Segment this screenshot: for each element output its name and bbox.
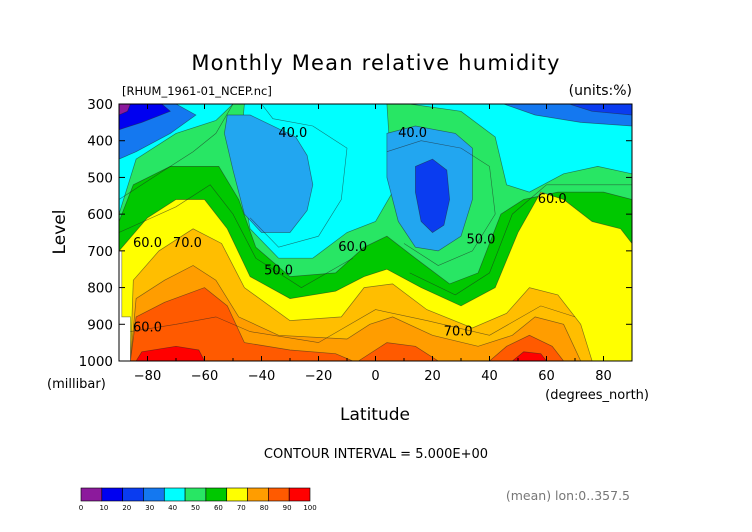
colorbar-tick-label: 10	[99, 504, 108, 512]
contour-label: 60.0	[338, 240, 367, 255]
contour-label: 50.0	[264, 264, 293, 279]
colorbar-tick-label: 0	[79, 504, 83, 512]
band-red-1	[135, 345, 205, 361]
contour-line	[249, 104, 348, 248]
y-tick-label: 1000	[79, 354, 113, 370]
y-tick-label: 900	[87, 317, 113, 333]
colorbar-swatch	[288, 487, 311, 502]
contour-label: 40.0	[398, 126, 427, 141]
contour-line	[119, 104, 234, 200]
y-tick-label: 600	[87, 207, 113, 223]
band-red-orange-3	[488, 334, 565, 361]
y-tick-label: 500	[87, 170, 113, 186]
colorbar-tick-label: 20	[122, 504, 131, 512]
y-axis-label: Level	[50, 210, 70, 255]
band-red-2	[511, 351, 547, 361]
colorbar-tick-label: 100	[303, 504, 316, 512]
colorbar-tick-label: 90	[283, 504, 292, 512]
contour-line	[119, 184, 353, 288]
x-tick-label: −20	[305, 369, 332, 384]
band-orange	[130, 265, 582, 361]
contour-fill-layer	[119, 104, 632, 361]
chart-title: Monthly Mean relative humidity	[191, 51, 560, 75]
y-unit-label: (millibar)	[47, 377, 106, 392]
contour-label: 50.0	[466, 233, 495, 248]
x-tick-label: 80	[595, 369, 612, 384]
band-red-orange	[130, 287, 353, 361]
colorbar-swatch	[101, 487, 123, 502]
contour-label: 70.0	[173, 236, 202, 251]
colorbar: 0 10 20 30 40 50 60 70 80 90 100	[79, 487, 317, 512]
colorbar-swatch	[247, 487, 269, 502]
colorbar-tick-label: 50	[191, 504, 200, 512]
colorbar-tick-label: 60	[214, 504, 223, 512]
colorbar-swatch	[80, 487, 103, 502]
band-blue-core	[415, 158, 450, 233]
colorbar-tick-label: 70	[237, 504, 246, 512]
colorbar-swatch	[184, 487, 207, 502]
band-ne-blue	[569, 104, 632, 116]
contour-line	[130, 305, 576, 343]
colorbar-swatch	[143, 487, 165, 502]
x-tick-label: −80	[134, 369, 161, 384]
footer-note: (mean) lon:0..357.5	[506, 488, 630, 503]
contour-label: 60.0	[538, 192, 567, 207]
contour-label: 60.0	[133, 321, 162, 336]
colorbar-swatch	[163, 487, 186, 502]
contour-label: 40.0	[278, 126, 307, 141]
colorbar-tick-label: 40	[168, 504, 177, 512]
units-label: (units:%)	[569, 83, 632, 99]
x-tick-label: 0	[371, 369, 379, 384]
contour-line	[386, 140, 496, 266]
colorbar-swatch	[122, 487, 144, 502]
x-tick-label: −60	[191, 369, 218, 384]
colorbar-tick-label: 80	[260, 504, 269, 512]
y-tick-label: 700	[87, 244, 113, 260]
x-tick-label: 20	[424, 369, 441, 384]
contour-line	[409, 184, 632, 296]
y-tick-label: 800	[87, 281, 113, 297]
source-label: [RHUM_1961-01_NCEP.nc]	[122, 84, 272, 98]
colorbar-swatch	[268, 487, 290, 502]
x-unit-label: (degrees_north)	[545, 388, 649, 403]
y-tick-label: 400	[87, 134, 113, 150]
colorbar-tick-label: 30	[145, 504, 154, 512]
contour-label-layer: 40.0 40.0 60.0 60.0 70.0 60.0 50.0 50.0 60.0 70.0	[133, 126, 567, 339]
colorbar-swatch	[226, 487, 248, 502]
y-tick-label: 300	[87, 97, 113, 113]
contour-label: 70.0	[444, 324, 473, 339]
band-sky-left	[224, 114, 314, 233]
band-purple	[119, 104, 131, 116]
contour-interval-text: CONTOUR INTERVAL = 5.000E+00	[264, 447, 488, 462]
colorbar-swatch	[205, 487, 228, 502]
x-tick-label: 60	[538, 369, 555, 384]
x-axis-label: Latitude	[340, 405, 410, 425]
band-red-orange-2	[357, 342, 439, 361]
contour-label: 60.0	[133, 236, 162, 251]
x-tick-label: 40	[481, 369, 498, 384]
x-axis: −80 −60 −40 −20 0 20 40 60 80	[118, 104, 633, 384]
band-nh-blue	[119, 104, 171, 131]
y-axis: 300 400 500 600 700 800 900 1000	[79, 97, 632, 370]
x-tick-label: −40	[248, 369, 275, 384]
